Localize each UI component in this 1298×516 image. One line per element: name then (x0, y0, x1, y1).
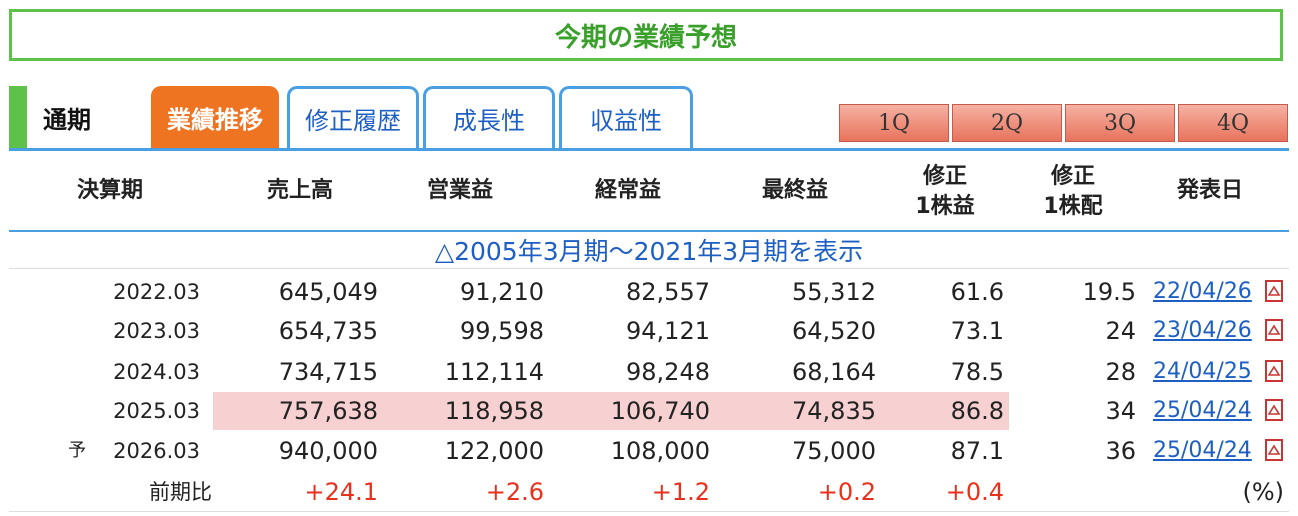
cell-period: 2025.03 (113, 399, 200, 423)
row-highlight (213, 392, 1009, 430)
table-row: 2022.03 645,049 91,210 82,557 55,312 61.… (0, 273, 1298, 311)
header-net: 最終益 (761, 178, 828, 203)
cell-sales: 654,735 (278, 317, 378, 345)
section-title: 今期の業績予想 (554, 22, 737, 53)
yoy-unit: (%) (1242, 478, 1284, 506)
pdf-icon[interactable] (1265, 319, 1283, 341)
cell-net: 68,164 (792, 358, 876, 386)
cell-ordinary: 94,121 (626, 317, 710, 345)
cell-net: 74,835 (792, 397, 876, 425)
quarter-1q-button[interactable]: 1Q (839, 104, 949, 142)
cell-operating: 118,958 (444, 397, 544, 425)
cell-dividend: 28 (1105, 358, 1136, 386)
tab-underline (9, 148, 1289, 151)
tab-bar: 通期 業績推移 修正履歴 成長性 収益性 1Q 2Q 3Q 4Q (9, 86, 1289, 150)
row-divider (9, 268, 1289, 269)
cell-eps: 61.6 (950, 278, 1004, 306)
table-row-yoy: 前期比 +24.1 +2.6 +1.2 +0.2 +0.4 (%) (0, 473, 1298, 511)
forecast-marker: 予 (68, 440, 86, 461)
header-eps-line1: 修正 (922, 164, 967, 189)
quarter-4q-button[interactable]: 4Q (1178, 104, 1288, 142)
yoy-eps: +0.4 (945, 478, 1004, 506)
cell-ordinary: 106,740 (610, 397, 710, 425)
announce-date-link[interactable]: 22/04/26 (1153, 279, 1252, 304)
announce-date-link[interactable]: 23/04/26 (1153, 318, 1252, 343)
cell-eps: 86.8 (950, 397, 1004, 425)
tab-profitability[interactable]: 収益性 (559, 86, 693, 148)
pdf-icon[interactable] (1265, 360, 1283, 382)
header-operating: 営業益 (426, 178, 493, 203)
header-dividend: 修正 1株配 (1018, 162, 1128, 222)
cell-operating: 99,598 (460, 317, 544, 345)
header-divider (9, 230, 1289, 232)
pdf-icon[interactable] (1265, 439, 1283, 461)
cell-operating: 122,000 (444, 437, 544, 465)
header-sales: 売上高 (266, 178, 333, 203)
cell-sales: 645,049 (278, 278, 378, 306)
period-label: 通期 (43, 106, 91, 134)
tab-revision-history[interactable]: 修正履歴 (287, 86, 419, 148)
cell-ordinary: 98,248 (626, 358, 710, 386)
yoy-operating: +2.6 (485, 478, 544, 506)
header-period: 決算期 (76, 178, 143, 203)
cell-ordinary: 82,557 (626, 278, 710, 306)
yoy-ordinary: +1.2 (651, 478, 710, 506)
cell-eps: 87.1 (950, 437, 1004, 465)
tab-performance[interactable]: 業績推移 (151, 86, 279, 148)
cell-sales: 940,000 (278, 437, 378, 465)
header-dividend-line1: 修正 (1050, 164, 1095, 189)
yoy-label: 前期比 (149, 480, 212, 504)
tab-growth[interactable]: 成長性 (423, 86, 555, 148)
cell-dividend: 19.5 (1082, 278, 1136, 306)
cell-sales: 757,638 (278, 397, 378, 425)
yoy-net: +0.2 (817, 478, 876, 506)
cell-eps: 73.1 (950, 317, 1004, 345)
cell-net: 55,312 (792, 278, 876, 306)
cell-net: 75,000 (792, 437, 876, 465)
pdf-icon[interactable] (1265, 280, 1283, 302)
header-eps-line2: 1株益 (915, 194, 975, 219)
section-title-box: 今期の業績予想 (9, 9, 1283, 61)
cell-dividend: 36 (1105, 437, 1136, 465)
cell-operating: 91,210 (460, 278, 544, 306)
cell-eps: 78.5 (950, 358, 1004, 386)
quarter-3q-button[interactable]: 3Q (1065, 104, 1175, 142)
header-announce-date: 発表日 (1176, 178, 1243, 203)
expand-history-link[interactable]: △2005年3月期～2021年3月期を表示 (434, 237, 864, 266)
expand-history-row: △2005年3月期～2021年3月期を表示 (9, 232, 1289, 268)
cell-sales: 734,715 (278, 358, 378, 386)
pdf-icon[interactable] (1265, 399, 1283, 421)
announce-date-link[interactable]: 25/04/24 (1153, 438, 1252, 463)
cell-dividend: 34 (1105, 397, 1136, 425)
announce-date-link[interactable]: 24/04/25 (1153, 359, 1252, 384)
table-row-forecast: 予 2026.03 940,000 122,000 108,000 75,000… (0, 432, 1298, 470)
announce-date-link[interactable]: 25/04/24 (1153, 398, 1252, 423)
cell-net: 64,520 (792, 317, 876, 345)
cell-period: 2026.03 (113, 439, 200, 463)
table-row: 2023.03 654,735 99,598 94,121 64,520 73.… (0, 312, 1298, 350)
quarter-2q-button[interactable]: 2Q (952, 104, 1062, 142)
cell-period: 2022.03 (113, 280, 200, 304)
tab-accent-bar (9, 86, 27, 148)
header-dividend-line2: 1株配 (1043, 194, 1103, 219)
cell-period: 2023.03 (113, 319, 200, 343)
table-row: 2024.03 734,715 112,114 98,248 68,164 78… (0, 353, 1298, 391)
table-row-highlighted: 2025.03 757,638 118,958 106,740 74,835 8… (0, 392, 1298, 430)
cell-ordinary: 108,000 (610, 437, 710, 465)
yoy-sales: +24.1 (304, 478, 378, 506)
header-ordinary: 経常益 (594, 178, 661, 203)
cell-dividend: 24 (1105, 317, 1136, 345)
header-eps: 修正 1株益 (890, 162, 1000, 222)
cell-operating: 112,114 (444, 358, 544, 386)
table-bottom-border (9, 511, 1289, 512)
cell-period: 2024.03 (113, 360, 200, 384)
